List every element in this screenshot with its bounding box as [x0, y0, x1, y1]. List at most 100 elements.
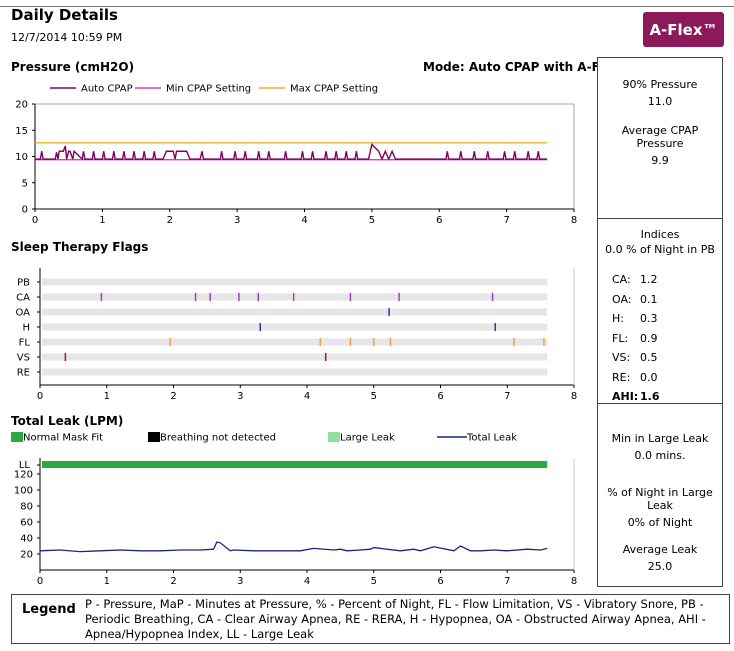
legend-label: Total Leak — [466, 433, 517, 444]
flag-row-band — [42, 353, 548, 361]
series-line — [35, 143, 548, 161]
flag-row-band — [42, 293, 548, 301]
x-tick-label: 1 — [99, 215, 105, 226]
flags-chart-title: Sleep Therapy Flags — [11, 240, 149, 254]
y-tick-label: 10 — [15, 152, 28, 163]
y-tick-label: 80 — [20, 502, 33, 513]
aflex-badge: A-Flex™ — [643, 12, 724, 47]
x-tick-label: 0 — [37, 576, 43, 587]
ahi-label: AHI: — [612, 390, 639, 403]
index-label: VS: — [612, 351, 631, 364]
pressure-chart-title: Pressure (cmH2O) — [11, 60, 135, 74]
flag-row-band — [42, 278, 548, 286]
legend-swatch — [11, 432, 23, 442]
leak-summary-panel: Min in Large Leak 0.0 mins. % of Night i… — [597, 403, 723, 587]
index-label: FL: — [612, 331, 629, 345]
ahi-value: 1.6 — [640, 390, 660, 403]
index-row-h: H: 0.3 — [598, 309, 722, 329]
x-tick-label: 8 — [571, 391, 577, 402]
x-tick-label: 4 — [304, 576, 310, 587]
average-leak-value: 25.0 — [647, 560, 673, 573]
index-row-vs: VS: 0.5 — [598, 348, 722, 368]
x-tick-label: 2 — [170, 576, 176, 587]
index-label: OA: — [612, 292, 632, 306]
x-tick-label: 6 — [437, 576, 443, 587]
y-tick-label: 15 — [15, 126, 28, 137]
page-title: Daily Details — [11, 6, 118, 24]
x-tick-label: 5 — [371, 391, 377, 402]
y-tick-label: 0 — [22, 205, 28, 216]
x-tick-label: 1 — [104, 391, 110, 402]
index-value: 0.9 — [640, 331, 658, 345]
index-row-re: RE: 0.0 — [598, 368, 722, 388]
avg-pressure-label: Average CPAP Pressure — [621, 124, 699, 150]
index-value: 0.3 — [640, 312, 658, 325]
index-value: 0.0 — [640, 370, 658, 384]
x-tick-label: 7 — [503, 215, 509, 226]
large-leak-minutes-label: Min in Large Leak — [611, 432, 709, 445]
index-row-oa: OA: 0.1 — [598, 290, 722, 310]
x-tick-label: 0 — [37, 391, 43, 402]
x-tick-label: 7 — [504, 576, 510, 587]
x-tick-label: 0 — [32, 215, 38, 226]
average-leak-label: Average Leak — [622, 543, 698, 556]
legend-heading: Legend — [22, 602, 76, 617]
p90-label: 90% Pressure — [622, 78, 698, 91]
p90-value: 11.0 — [647, 95, 673, 108]
flag-row-label: H — [22, 323, 30, 334]
legend-swatch — [328, 432, 340, 442]
x-tick-label: 6 — [436, 215, 442, 226]
pressure-plot-area — [34, 103, 575, 210]
legend-label: Large Leak — [340, 433, 395, 444]
y-tick-label: 20 — [20, 550, 33, 561]
x-tick-label: 3 — [237, 576, 243, 587]
y-tick-label: 40 — [20, 534, 33, 545]
index-row-ahi: AHI: 1.6 — [598, 387, 722, 407]
x-tick-label: 3 — [234, 215, 240, 226]
header-rule — [0, 6, 734, 7]
pb-percent: 0.0 % of Night in PB — [605, 243, 715, 256]
legend-label: Normal Mask Fit — [23, 433, 103, 444]
index-value: 0.1 — [640, 292, 658, 306]
x-tick-label: 7 — [504, 391, 510, 402]
flag-row-label: OA — [15, 308, 30, 319]
series-line — [39, 541, 548, 553]
legend-box: Legend P - Pressure, MaP - Minutes at Pr… — [11, 594, 730, 644]
therapy-mode-label: Mode: Auto CPAP with A-Flex — [423, 60, 620, 74]
flag-row-label: PB — [17, 278, 30, 289]
x-tick-label: 4 — [304, 391, 310, 402]
large-leak-percent-value: 0% of Night — [627, 516, 693, 529]
x-tick-label: 5 — [369, 215, 375, 226]
x-tick-label: 4 — [301, 215, 307, 226]
index-value: 0.5 — [640, 351, 658, 364]
x-tick-label: 8 — [571, 576, 577, 587]
x-tick-label: 1 — [104, 576, 110, 587]
index-row-fl: FL: 0.9 — [598, 329, 722, 349]
flag-row-band — [42, 323, 548, 331]
legend-text: P - Pressure, MaP - Minutes at Pressure,… — [85, 597, 706, 641]
index-label: RE: — [612, 370, 631, 384]
large-leak-row-label: LL — [19, 460, 31, 471]
index-label: H: — [612, 312, 624, 325]
flag-row-band — [42, 338, 548, 346]
x-tick-label: 6 — [437, 391, 443, 402]
leak-chart-title: Total Leak (LPM) — [11, 414, 124, 428]
index-label: CA: — [612, 273, 631, 286]
legend-label: Breathing not detected — [160, 433, 276, 444]
flag-row-label: FL — [19, 338, 31, 349]
large-leak-percent-label: % of Night in Large Leak — [607, 486, 713, 512]
index-row-ca: CA: 1.2 — [598, 270, 722, 290]
flag-row-label: CA — [16, 293, 30, 304]
large-leak-minutes-value: 0.0 mins. — [634, 449, 686, 462]
indices-title: Indices — [640, 228, 680, 241]
flag-row-label: VS — [17, 353, 30, 364]
y-tick-label: 20 — [15, 100, 28, 111]
y-tick-label: 5 — [22, 178, 28, 189]
x-tick-label: 2 — [170, 391, 176, 402]
legend-label: Auto CPAP — [81, 84, 133, 95]
x-tick-label: 2 — [167, 215, 173, 226]
x-tick-label: 5 — [371, 576, 377, 587]
legend-label: Max CPAP Setting — [290, 84, 378, 95]
normal-mask-fit-band — [42, 461, 548, 468]
